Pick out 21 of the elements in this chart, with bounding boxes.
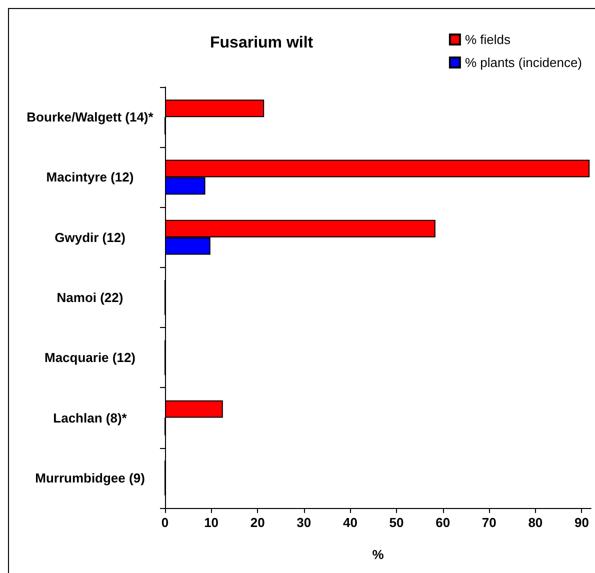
y-tick-label: Namoi (22): [56, 290, 124, 305]
y-tick-label: Macquarie (12): [44, 350, 136, 366]
x-tick-label: 30: [296, 515, 312, 530]
x-tick-label: 60: [436, 515, 450, 530]
x-tick-label: 0: [161, 515, 169, 530]
legend-label: % plants (incidence): [464, 55, 582, 70]
x-tick-label: 20: [250, 515, 265, 530]
y-tick-label: Bourke/Walgett (14)*: [26, 110, 154, 125]
x-tick-label: 80: [528, 515, 543, 530]
y-tick-label: Lachlan (8)*: [53, 410, 128, 426]
x-tick-label: 40: [342, 515, 358, 530]
x-axis-title: %: [372, 547, 384, 562]
legend-label: % fields: [464, 32, 511, 47]
chart-title: Fusarium wilt: [210, 34, 314, 52]
y-tick-label: Murrumbidgee (9): [35, 470, 145, 486]
x-tick-label: 70: [482, 515, 496, 530]
y-tick-label: Gwydir (12): [54, 230, 126, 245]
x-tick-label: 10: [204, 515, 219, 530]
x-tick-label: 90: [574, 515, 589, 530]
y-tick-label: Macintyre (12): [46, 170, 134, 185]
x-tick-label: 50: [389, 515, 404, 530]
